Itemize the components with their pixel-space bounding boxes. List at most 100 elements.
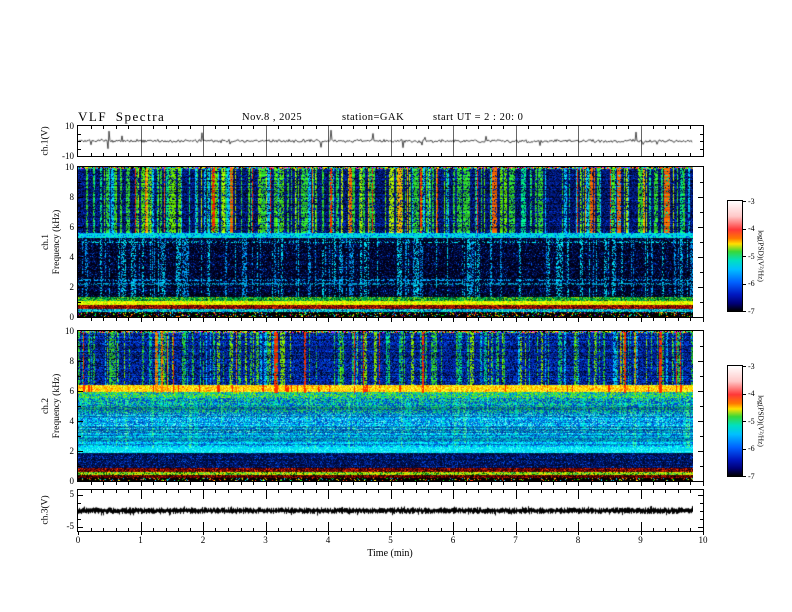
time-minor-tick: [491, 126, 492, 129]
time-minor-tick: [253, 126, 254, 129]
colorbar-tick-label: -5: [748, 251, 755, 261]
colorbar-tick-label: -7: [748, 471, 755, 481]
time-major-tick: [391, 490, 392, 499]
time-major-tick: [453, 490, 454, 499]
colorbar-tick-label: -4: [748, 224, 755, 233]
time-minor-tick: [441, 528, 442, 531]
time-outward-tick: [478, 318, 479, 321]
time-minor-tick: [553, 528, 554, 531]
time-minor-tick: [690, 528, 691, 531]
freq-tick-label: 0: [69, 475, 75, 486]
time-outward-tick: [190, 318, 191, 321]
time-major-tick: [141, 490, 142, 499]
freq-tick: [78, 391, 83, 392]
time-outward-tick: [328, 482, 329, 486]
time-outward-tick: [378, 482, 379, 485]
time-minor-tick: [128, 528, 129, 531]
time-minor-tick: [241, 126, 242, 129]
ch2-spectrogram-panel: [77, 330, 704, 486]
time-minor-tick: [591, 126, 592, 129]
time-minor-tick: [541, 153, 542, 156]
time-tick-label: 7: [513, 535, 518, 545]
spec2-axis-label: ch.2 Frequency (kHz): [41, 374, 63, 439]
ch3v-tick-label: -5: [66, 521, 75, 532]
colorbar-tick: [742, 421, 746, 422]
time-outward-tick: [528, 482, 529, 485]
time-minor-tick: [503, 490, 504, 493]
volt-minor-tick: [78, 148, 81, 150]
time-minor-tick: [91, 490, 92, 493]
time-outward-tick: [253, 482, 254, 485]
ch1v-tick-label: 10: [65, 120, 74, 131]
time-outward-tick: [665, 318, 666, 321]
colorbar-tick: [742, 201, 746, 202]
time-outward-tick: [503, 482, 504, 485]
time-minor-tick: [503, 126, 504, 129]
ch3-volt-tick: [698, 526, 703, 528]
time-minor-tick: [653, 490, 654, 493]
time-outward-tick: [403, 318, 404, 321]
time-outward-tick: [578, 318, 579, 322]
volt-minor-tick: [700, 141, 703, 142]
freq-tick: [78, 212, 81, 213]
freq-tick: [700, 182, 703, 183]
time-minor-tick: [190, 490, 191, 493]
time-minor-tick: [678, 490, 679, 493]
time-minor-tick: [416, 126, 417, 129]
time-tick-label: 4: [325, 535, 331, 545]
time-minor-tick: [428, 126, 429, 129]
freq-tick: [698, 361, 703, 362]
time-minor-tick: [378, 490, 379, 493]
freq-tick: [78, 287, 83, 288]
time-major-tick: [141, 522, 142, 531]
time-major-tick: [578, 522, 579, 531]
freq-tick: [700, 376, 703, 377]
time-minor-tick: [166, 153, 167, 156]
time-outward-tick: [190, 482, 191, 485]
time-axis-tick: [265, 531, 267, 535]
time-outward-tick: [578, 482, 579, 486]
time-outward-tick: [215, 318, 216, 321]
time-minor-tick: [116, 126, 117, 129]
time-outward-tick: [703, 482, 704, 486]
time-minor-tick: [91, 126, 92, 129]
time-outward-tick: [516, 482, 517, 486]
time-minor-tick: [603, 490, 604, 493]
time-minor-tick: [353, 153, 354, 156]
time-minor-tick: [466, 153, 467, 156]
time-minor-tick: [278, 153, 279, 156]
freq-tick: [78, 197, 83, 198]
time-outward-tick: [528, 318, 529, 321]
colorbar-ch1-label: log(PSD)(V²/Hz): [756, 230, 766, 282]
time-outward-tick: [616, 482, 617, 485]
time-axis-label: Time (min): [367, 548, 413, 559]
time-outward-tick: [441, 318, 442, 321]
time-axis-tick: [453, 531, 454, 535]
time-axis-tick: [703, 531, 704, 535]
time-minor-tick: [153, 490, 154, 493]
time-minor-tick: [541, 490, 542, 493]
freq-tick-label: 6: [69, 385, 75, 396]
time-outward-tick: [466, 482, 467, 485]
time-outward-tick: [303, 482, 304, 485]
time-minor-tick: [116, 153, 117, 156]
time-minor-tick: [353, 528, 354, 531]
time-axis-tick: [78, 531, 79, 535]
time-minor-tick: [178, 528, 179, 531]
time-minor-tick: [566, 153, 567, 156]
time-minor-tick: [441, 490, 442, 493]
time-outward-tick: [628, 482, 629, 485]
time-minor-tick: [591, 153, 592, 156]
time-minor-tick: [253, 528, 254, 531]
freq-tick: [78, 406, 81, 407]
colorbar-tick-label: -6: [748, 444, 755, 453]
ch3-waveform-panel: [77, 489, 704, 532]
time-minor-tick: [503, 528, 504, 531]
time-minor-tick: [190, 153, 191, 156]
time-outward-tick: [291, 318, 292, 321]
time-outward-tick: [166, 482, 167, 485]
time-tick-label: 0: [75, 535, 81, 545]
freq-tick: [78, 436, 81, 437]
time-minor-tick: [665, 126, 666, 129]
time-outward-tick: [466, 318, 467, 321]
